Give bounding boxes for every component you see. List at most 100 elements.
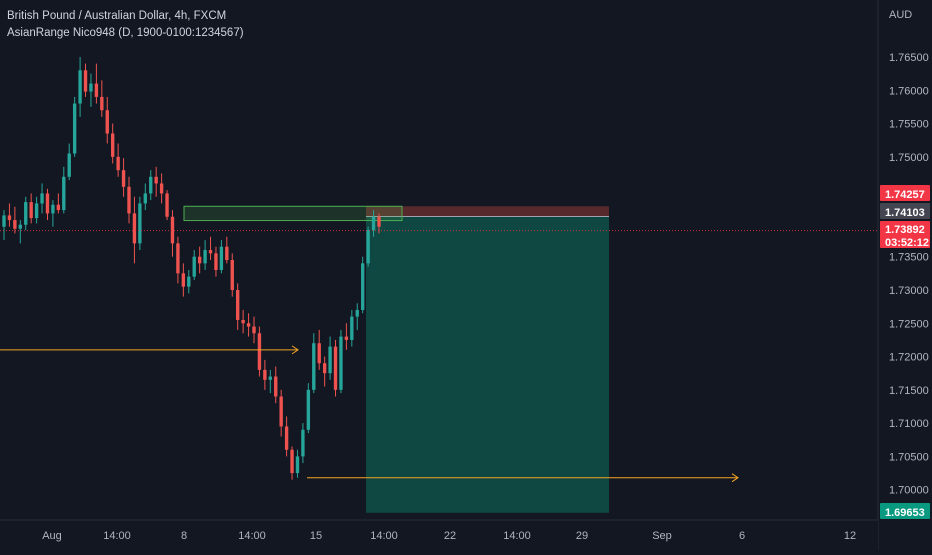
candle-body[interactable]	[350, 316, 354, 340]
candle-body[interactable]	[187, 276, 191, 287]
candle-body[interactable]	[89, 83, 93, 92]
axis-currency-label: AUD	[889, 9, 912, 21]
candle-body[interactable]	[355, 309, 359, 317]
price-tick-label: 1.70500	[889, 451, 929, 463]
candle-body[interactable]	[105, 110, 109, 134]
candle-body[interactable]	[132, 213, 137, 244]
candle-body[interactable]	[274, 376, 278, 397]
candle-body[interactable]	[24, 202, 28, 225]
candle-body[interactable]	[236, 289, 240, 320]
candle-body[interactable]	[154, 176, 158, 184]
candle-body[interactable]	[121, 170, 126, 187]
time-tick-label: Sep	[652, 530, 672, 542]
candle-body[interactable]	[225, 246, 229, 261]
candle-body[interactable]	[214, 253, 218, 271]
candle-body[interactable]	[18, 224, 22, 229]
candle-body[interactable]	[78, 70, 82, 104]
candle-body[interactable]	[40, 193, 44, 204]
stop-loss-zone[interactable]	[366, 206, 609, 217]
candle-body[interactable]	[371, 216, 376, 231]
price-tick-label: 1.75500	[889, 119, 929, 131]
candle-body[interactable]	[230, 260, 234, 290]
candle-body[interactable]	[344, 336, 349, 340]
candle-body[interactable]	[127, 186, 131, 214]
price-axis[interactable]	[878, 0, 932, 550]
candle-body[interactable]	[149, 176, 153, 194]
candle-body[interactable]	[208, 250, 213, 254]
price-tick-label: 1.72500	[889, 318, 929, 330]
candle-body[interactable]	[312, 343, 316, 390]
candle-body[interactable]	[279, 396, 283, 427]
price-label-badge	[880, 203, 930, 219]
candle-body[interactable]	[328, 346, 332, 374]
time-tick-label: 29	[576, 530, 588, 542]
candle-body[interactable]	[72, 103, 77, 154]
candle-body[interactable]	[290, 449, 294, 474]
candle-body[interactable]	[317, 343, 321, 364]
time-tick-label: 14:00	[370, 530, 398, 542]
candle-body[interactable]	[170, 216, 175, 244]
candle-body[interactable]	[7, 215, 12, 221]
time-tick-label: Aug	[42, 530, 62, 542]
candle-body[interactable]	[51, 204, 55, 214]
time-axis[interactable]	[0, 520, 878, 550]
candle-body[interactable]	[197, 256, 202, 264]
candle-body[interactable]	[165, 193, 169, 217]
time-tick-label: 12	[844, 530, 856, 542]
time-tick-label: 22	[444, 530, 456, 542]
time-tick-label: 8	[181, 530, 187, 542]
candle-body[interactable]	[366, 230, 370, 264]
candle-body[interactable]	[257, 333, 262, 370]
candle-body[interactable]	[295, 456, 300, 474]
candle-body[interactable]	[62, 176, 66, 211]
price-label-badge	[880, 221, 930, 235]
candle-body[interactable]	[29, 202, 33, 219]
symbol-title[interactable]: British Pound / Australian Dollar, 4h, F…	[7, 10, 227, 22]
candle-body[interactable]	[306, 389, 311, 430]
candle-body[interactable]	[333, 346, 338, 390]
candle-body[interactable]	[143, 193, 147, 204]
profit-target-zone[interactable]	[366, 216, 609, 513]
candle-body[interactable]	[138, 203, 142, 244]
price-label-text: 03:52:12	[885, 237, 929, 249]
candle-body[interactable]	[56, 204, 61, 211]
candle-body[interactable]	[111, 133, 115, 157]
arrow-right-icon	[291, 345, 299, 355]
candle-body[interactable]	[377, 216, 381, 227]
candle-body[interactable]	[83, 70, 88, 92]
candle-body[interactable]	[181, 273, 186, 287]
price-tick-label: 1.76000	[889, 85, 929, 97]
candle-body[interactable]	[268, 376, 272, 380]
price-tick-label: 1.71000	[889, 418, 929, 430]
candle-body[interactable]	[67, 153, 71, 177]
candle-body[interactable]	[284, 426, 289, 450]
time-tick-label: 15	[310, 530, 322, 542]
candle-body[interactable]	[252, 326, 256, 334]
time-tick-label: 14:00	[238, 530, 266, 542]
price-tick-label: 1.73000	[889, 285, 929, 297]
candle-body[interactable]	[176, 243, 180, 274]
indicator-title[interactable]: AsianRange Nico948 (D, 1900-0100:1234567…	[7, 27, 244, 39]
candle-body[interactable]	[219, 246, 224, 271]
candle-body[interactable]	[203, 250, 207, 264]
candle-body[interactable]	[246, 323, 251, 327]
candle-body[interactable]	[263, 369, 267, 380]
candle-body[interactable]	[13, 220, 17, 229]
candle-body[interactable]	[241, 319, 245, 324]
candle-body[interactable]	[339, 336, 343, 390]
candle-body[interactable]	[116, 156, 120, 171]
candle-body[interactable]	[34, 203, 39, 219]
chart-legend: British Pound / Australian Dollar, 4h, F…	[7, 8, 244, 42]
candle-body[interactable]	[45, 193, 50, 214]
candle-body[interactable]	[361, 263, 365, 310]
candle-body[interactable]	[322, 363, 327, 374]
candle-body[interactable]	[159, 183, 164, 194]
candle-body[interactable]	[100, 96, 104, 111]
candle-body[interactable]	[94, 83, 99, 97]
candle-body[interactable]	[192, 256, 196, 277]
candle-body[interactable]	[301, 429, 305, 457]
candle-body[interactable]	[2, 215, 6, 227]
asian-range-box[interactable]	[183, 205, 403, 222]
